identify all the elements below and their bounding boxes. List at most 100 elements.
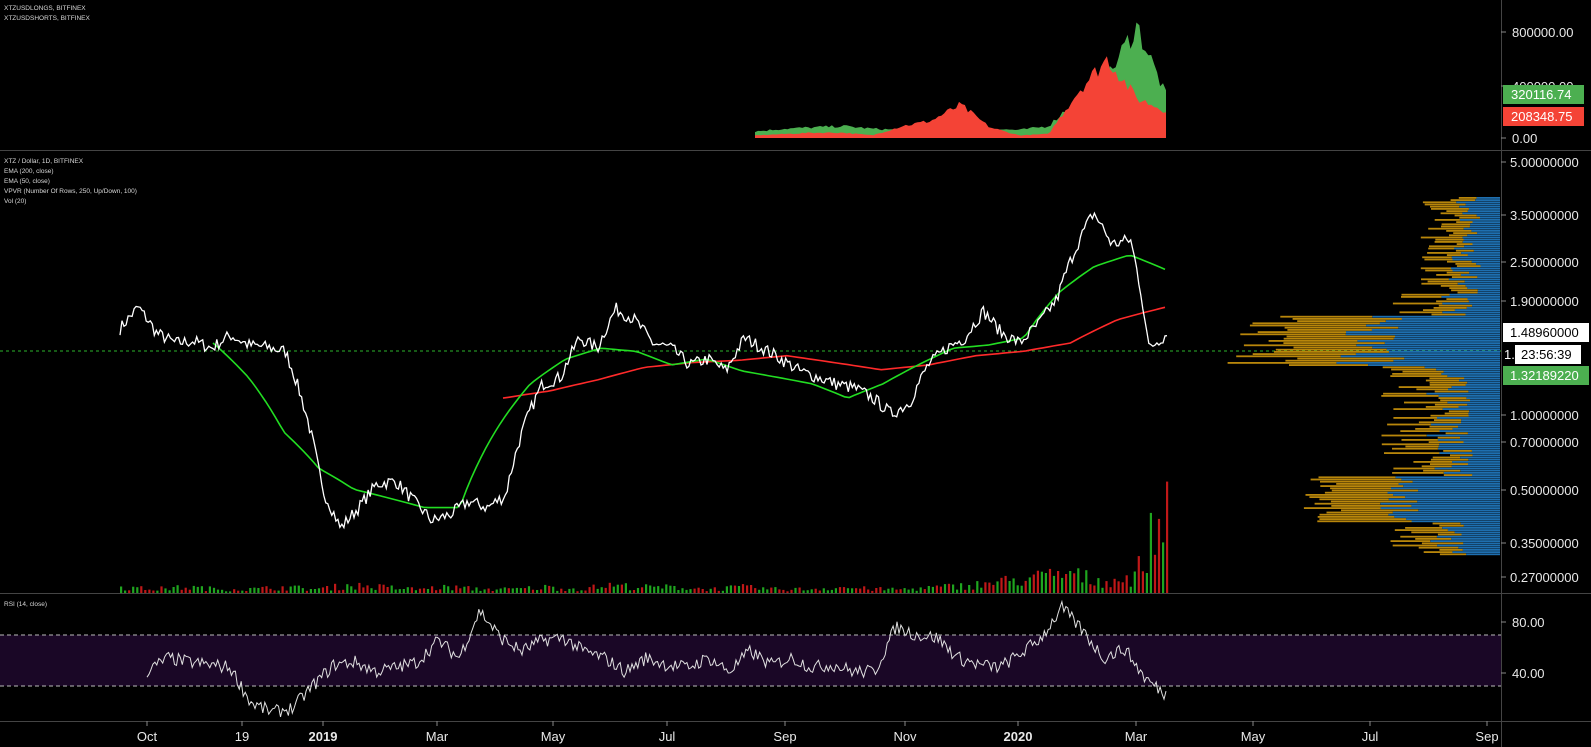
volume-bar — [281, 586, 284, 593]
volume-bar — [766, 589, 769, 593]
vpvr-up-row — [1459, 205, 1500, 208]
volume-bar — [705, 591, 708, 593]
vpvr-up-row — [1462, 241, 1500, 243]
vpvr-up-row — [1458, 406, 1500, 408]
vpvr-down-row — [1275, 348, 1387, 351]
volume-bar — [261, 586, 264, 593]
volume-bar — [285, 590, 288, 593]
vpvr-down-row — [1341, 509, 1419, 512]
volume-bar — [499, 588, 502, 593]
volume-bar — [479, 590, 482, 593]
volume-bar — [326, 586, 329, 593]
ema50-series — [212, 254, 1166, 509]
shorts-value-pill — [1503, 107, 1584, 126]
volume-bar — [1153, 554, 1157, 593]
vpvr-up-row — [1372, 315, 1500, 318]
x-tick-label: May — [541, 729, 566, 744]
vpvr-up-row — [1406, 518, 1500, 520]
vpvr-down-row — [1439, 553, 1467, 556]
volume-bar — [455, 585, 458, 593]
vpvr-up-row — [1393, 337, 1500, 340]
vpvr-up-row — [1462, 236, 1500, 239]
vpvr-down-row — [1420, 236, 1463, 239]
vpvr-down-row — [1422, 256, 1452, 259]
vpvr-up-row — [1472, 474, 1500, 476]
volume-bar — [342, 589, 345, 593]
volume-bar — [1008, 581, 1011, 593]
volume-bar — [580, 590, 583, 593]
rsi-line — [146, 599, 1167, 718]
vpvr-down-row — [1289, 364, 1368, 366]
vpvr-down-row — [1236, 355, 1341, 358]
vpvr-down-row — [1429, 384, 1466, 386]
vpvr-down-row — [1257, 331, 1346, 333]
vpvr-up-row — [1465, 285, 1500, 287]
vpvr-down-row — [1423, 309, 1455, 311]
vpvr-up-row — [1447, 388, 1500, 391]
vpvr-down-row — [1423, 551, 1453, 553]
ema-value-pill — [1503, 366, 1589, 385]
vpvr-up-row — [1437, 439, 1500, 441]
x-tick-label: 2020 — [1004, 729, 1033, 744]
volume-bar — [544, 584, 547, 593]
vpvr-down-row — [1421, 282, 1458, 285]
volume-bar — [846, 588, 850, 593]
volume-bar — [733, 585, 737, 593]
vpvr-down-row — [1390, 375, 1448, 377]
vpvr-up-row — [1466, 307, 1500, 309]
vpvr-down-row — [1283, 342, 1385, 344]
vpvr-up-row — [1476, 214, 1500, 217]
volume-bar — [515, 587, 518, 593]
volume-bar — [394, 589, 397, 593]
vpvr-down-row — [1430, 414, 1469, 417]
vpvr-up-row — [1438, 395, 1500, 397]
volume-bar — [661, 588, 664, 593]
volume-bar — [899, 589, 902, 593]
vpvr-up-row — [1462, 212, 1500, 215]
vpvr-down-row — [1439, 524, 1464, 527]
vpvr-down-row — [1330, 500, 1418, 503]
vpvr-up-row — [1441, 373, 1500, 375]
volume-bar — [1061, 577, 1064, 593]
vpvr-up-row — [1467, 254, 1500, 256]
volume-bar — [289, 586, 292, 593]
longs-value: 320116.74 — [1511, 87, 1572, 102]
vpvr-up-row — [1437, 417, 1500, 419]
volume-bar — [140, 586, 143, 593]
vpvr-down-row — [1331, 489, 1419, 492]
volume-bar — [293, 585, 296, 593]
volume-bar — [830, 589, 833, 593]
vpvr-up-row — [1401, 478, 1500, 481]
vpvr-down-row — [1459, 216, 1480, 219]
vpvr-down-row — [1457, 291, 1478, 294]
volume-bar — [935, 585, 938, 593]
volume-bar — [511, 588, 514, 593]
vpvr-up-row — [1345, 333, 1500, 336]
vpvr-down-row — [1443, 450, 1472, 452]
vpvr-up-row — [1401, 318, 1500, 320]
vpvr-up-row — [1387, 491, 1500, 494]
top-legend: XTZUSDLONGS, BITFINEX XTZUSDSHORTS, BITF… — [4, 5, 90, 22]
vpvr-down-row — [1432, 456, 1460, 459]
vpvr-down-row — [1450, 454, 1473, 457]
vpvr-down-row — [1438, 304, 1473, 307]
volume-bar — [657, 586, 660, 593]
tick-label: 0.70000000 — [1510, 435, 1579, 450]
x-tick-label: Oct — [137, 729, 158, 744]
volume-bar — [265, 586, 268, 593]
last-price: 1.48960000 — [1510, 325, 1579, 340]
x-tick-label: Mar — [1125, 729, 1148, 744]
vpvr-up-row — [1442, 408, 1500, 410]
vpvr-down-row — [1398, 386, 1452, 388]
volume-bar — [273, 590, 276, 593]
vpvr-up-row — [1439, 443, 1500, 446]
volume-bar — [984, 582, 987, 593]
x-tick-label: Mar — [426, 729, 449, 744]
x-tick-label: Nov — [893, 729, 917, 744]
volume-bar — [1077, 568, 1080, 593]
vpvr-down-row — [1434, 390, 1469, 393]
volume-bar — [233, 589, 236, 593]
vpvr-up-row — [1452, 258, 1500, 261]
vpvr-down-row — [1402, 370, 1444, 373]
